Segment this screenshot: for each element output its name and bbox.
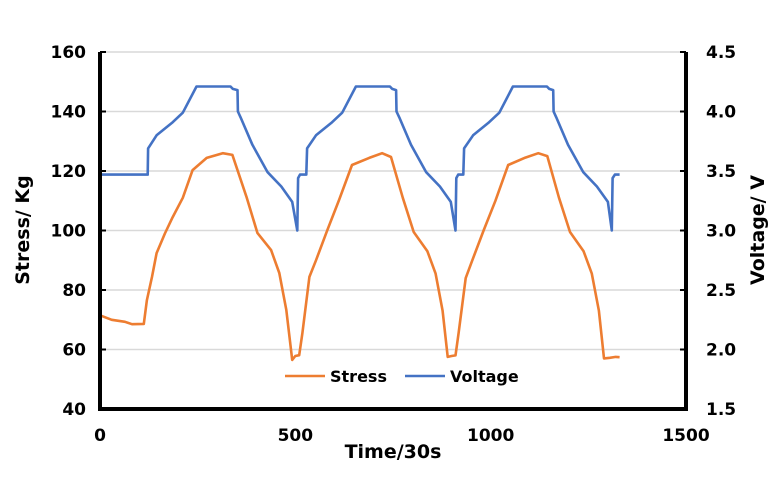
- legend-label-stress: Stress: [330, 367, 387, 386]
- y2-tick-label: 4.0: [706, 103, 736, 123]
- y2-tick-label: 2.0: [706, 341, 736, 361]
- y2-tick-label: 3.0: [706, 222, 736, 242]
- x-tick-label: 1500: [662, 426, 709, 446]
- y-tick-label: 140: [51, 103, 87, 123]
- y-tick-label: 40: [62, 400, 86, 420]
- y-tick-label: 60: [62, 341, 86, 361]
- y2-tick-label: 2.5: [706, 281, 736, 301]
- y2-tick-label: 1.5: [706, 400, 736, 420]
- axes: [98, 51, 688, 411]
- tick-labels: 40 60 80 100 120 140 160 1.5 2.0 2.5 3.0 3.5 4.0 4.5 0…: [51, 43, 737, 446]
- legend-label-voltage: Voltage: [450, 367, 519, 386]
- x-tick-label: 500: [278, 426, 314, 446]
- x-tick-label: 1000: [467, 426, 514, 446]
- y2-tick-label: 3.5: [706, 162, 736, 182]
- axis-frame: [98, 52, 688, 411]
- x-axis-title: Time/30s: [345, 441, 442, 463]
- y-tick-label: 80: [62, 281, 86, 301]
- x-tick-label: 0: [94, 426, 106, 446]
- y-tick-label: 160: [51, 43, 87, 63]
- y-tick-label: 120: [51, 162, 87, 182]
- y-tick-label: 100: [51, 222, 87, 242]
- y2-axis-title: Voltage/ V: [747, 175, 769, 285]
- series-line-stress: [99, 151, 620, 362]
- legend: Stress Voltage: [285, 367, 519, 386]
- series-lines: [99, 85, 620, 362]
- series-line-voltage: [100, 85, 620, 232]
- gridlines: [100, 51, 686, 351]
- y-axis-title: Stress/ Kg: [12, 175, 34, 285]
- y2-tick-label: 4.5: [706, 43, 736, 63]
